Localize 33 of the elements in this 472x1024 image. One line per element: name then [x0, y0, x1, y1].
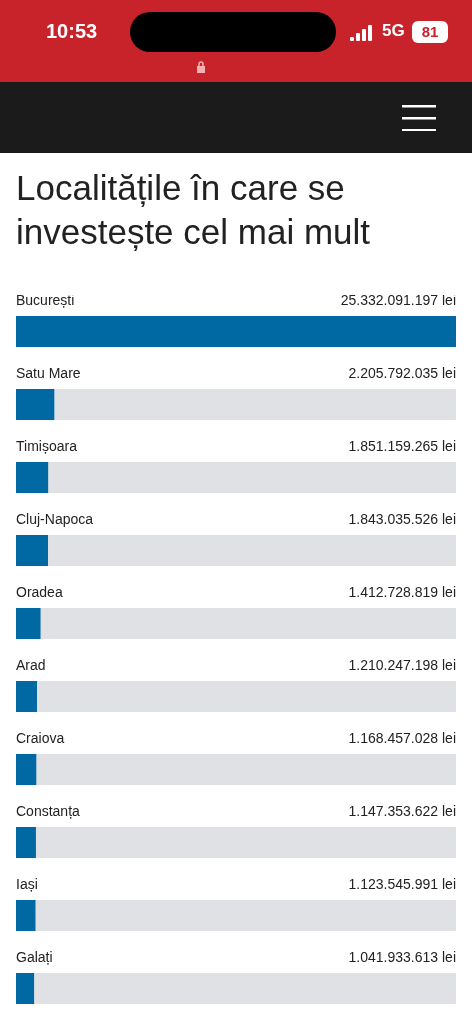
bar [16, 827, 36, 858]
y-tick-label: Iași [16, 876, 38, 892]
data-label: 1.210.247.198 lei [348, 657, 456, 673]
bar [16, 681, 38, 712]
y-tick-label: Oradea [16, 584, 63, 600]
bar [16, 389, 55, 420]
y-tick-label: Arad [16, 657, 46, 673]
data-label: 25.332.091.197 lei [340, 292, 456, 308]
y-tick-label: București [16, 292, 75, 308]
data-label: 2.205.792.035 lei [348, 365, 456, 381]
y-tick-label: Timișoara [16, 438, 78, 454]
bar [16, 900, 36, 931]
data-label: 1.041.933.613 lei [348, 949, 456, 965]
y-tick-label: Constanța [16, 803, 81, 819]
y-tick-label: Craiova [16, 730, 65, 746]
data-label: 1.168.457.028 lei [348, 730, 456, 746]
battery-icon: 81 [412, 21, 448, 43]
data-label: 1.851.159.265 lei [348, 438, 456, 454]
data-label: 1.147.353.622 lei [348, 803, 456, 819]
y-tick-label: Galați [16, 949, 53, 965]
y-tick-label: Satu Mare [16, 365, 81, 381]
chart-title: Localitățile în care se investește cel mai mult [16, 167, 372, 253]
data-label: 1.412.728.819 lei [348, 584, 456, 600]
bar [16, 754, 37, 785]
data-label: 1.123.545.991 lei [348, 876, 456, 892]
y-tick-label: Cluj-Napoca [16, 511, 94, 527]
data-label: 1.843.035.526 lei [348, 511, 456, 527]
bar [16, 535, 49, 566]
bar [16, 973, 35, 1004]
text: 5G [382, 21, 405, 41]
bar [16, 608, 41, 639]
bar [16, 462, 49, 493]
text: 10:53 [46, 20, 98, 43]
